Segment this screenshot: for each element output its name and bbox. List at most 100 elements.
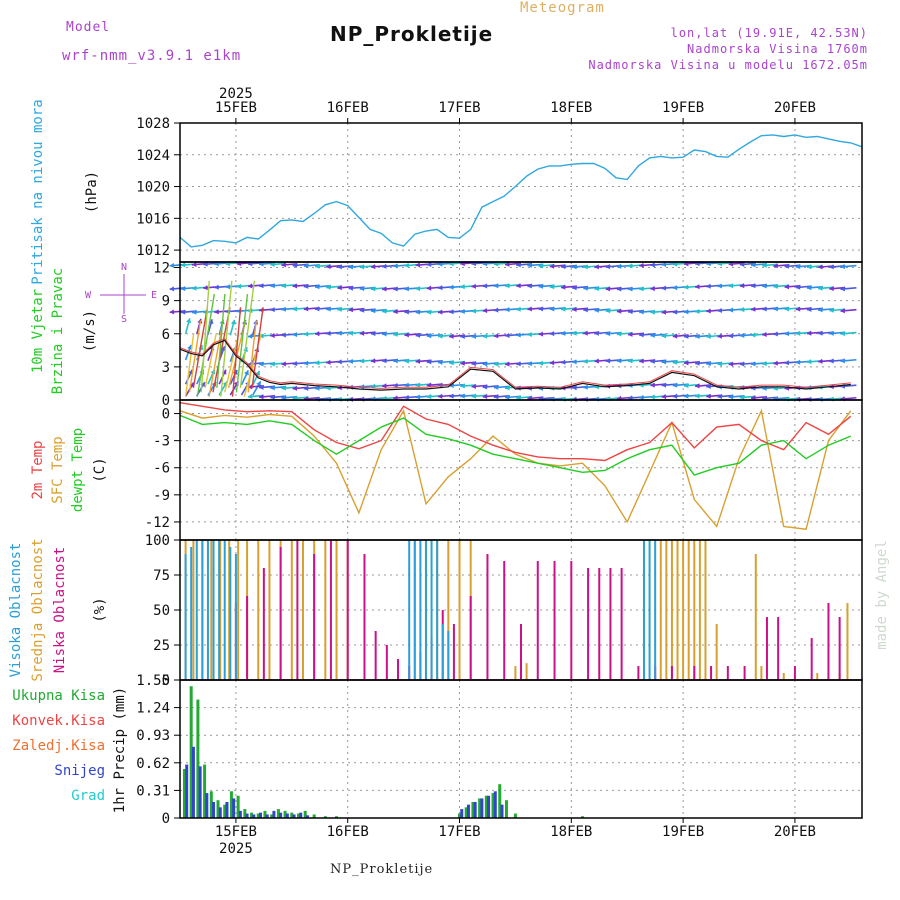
wind-arrow-head [426, 382, 432, 388]
wind-arrow-head [829, 330, 834, 336]
wind-arrow-head [169, 286, 175, 292]
wind-arrow-head [628, 309, 633, 315]
wind-arrow-head [505, 361, 510, 367]
wind-arrow [192, 307, 209, 388]
high-cloud-bar [654, 540, 657, 680]
high-cloud-bar [424, 540, 427, 680]
wind-arrow-head [292, 385, 298, 391]
wind-arrow-head [370, 308, 376, 314]
precip-unit-label: 1hr Precip (mm) [112, 687, 128, 813]
wind-arrow-head [270, 283, 275, 289]
total-precip-bar [464, 807, 468, 818]
wind-arrow-head [449, 284, 454, 290]
wind-arrow-head [806, 359, 812, 365]
wind-arrow-head [471, 393, 477, 399]
pressure-unit-label: (hPa) [84, 171, 100, 213]
wind-arrow-head [628, 331, 633, 337]
wind-arrow-head [628, 395, 633, 401]
total-precip-bar [484, 795, 488, 818]
snow-bar [191, 746, 195, 818]
wind-arrow-head [538, 331, 544, 337]
wind-arrow-head [404, 286, 409, 292]
wind-arrow-head [605, 330, 611, 337]
total-precip-bar [513, 813, 517, 818]
low-cloud-bar [246, 596, 249, 680]
wind-arrow-head [244, 370, 249, 376]
snow-bar [232, 798, 236, 818]
wind-arrow-head [348, 285, 354, 291]
snow-bar [500, 804, 504, 818]
wind-arrow-head [560, 284, 566, 290]
wind-arrow-head [359, 285, 365, 292]
wind-arrow-head [628, 263, 633, 269]
snow-bar [258, 812, 262, 818]
wind-arrow-head [337, 330, 342, 336]
wind-arrow-head [650, 332, 655, 338]
wind-arrow-head [538, 306, 544, 312]
wind-arrow-head [661, 309, 667, 315]
x-tick-label-top: 16FEB [327, 100, 369, 116]
wind-arrow-head [683, 393, 689, 399]
wind-arrow-head [840, 264, 845, 270]
wind-arrow-head [549, 360, 555, 366]
wind-arrow-head [616, 331, 622, 337]
low-cloud-bar [385, 645, 388, 680]
wind-arrow-head [572, 385, 577, 391]
low-cloud-bar [777, 617, 780, 680]
wind-arrow-head [762, 331, 767, 338]
pressure-line [179, 134, 863, 248]
wind-arrow-head [806, 306, 812, 312]
y-tick-label: 0 [162, 811, 170, 827]
wind-arrow-head [762, 361, 767, 367]
wind-arrow-head [751, 395, 756, 401]
wind-arrow-head [259, 361, 264, 367]
wind-arrow-head [706, 308, 711, 314]
wind-arrow-head [382, 286, 387, 292]
low-cloud-bar [536, 561, 539, 680]
x-tick-label-top: 15FEB [215, 100, 257, 116]
low-cloud-bar [710, 666, 713, 680]
wind-arrow-head [382, 331, 387, 337]
y-tick-label: 12 [153, 261, 170, 277]
snow-bar [305, 815, 309, 818]
low-cloud-bar [726, 666, 729, 680]
wind-arrow-head [426, 393, 432, 400]
wind-arrow-head [505, 283, 510, 289]
wind-arrow-head [270, 261, 275, 267]
mid-cloud-bar [458, 540, 461, 680]
wind-arrow-head [230, 319, 236, 325]
wind-arrow-head [829, 396, 834, 402]
model-label: Model [66, 20, 111, 35]
low-cloud-bar [486, 554, 489, 680]
y-tick-label: 1.55 [136, 673, 170, 689]
wind-ylabel: 10m Vjetar [30, 289, 46, 373]
wind-arrow-head [650, 309, 655, 315]
wind-arrow-head [538, 263, 544, 269]
wind-ylabel-sub: Brzina i Pravac [50, 268, 66, 394]
wind-arrow-head [806, 330, 812, 336]
wind-arrow-head [840, 286, 845, 292]
wind-arrow [220, 280, 233, 397]
compass-w: W [85, 290, 92, 301]
low-cloud-ylabel: Niska Oblacnost [52, 547, 68, 673]
wind-arrow-head [281, 361, 286, 367]
snow-bar [238, 810, 242, 818]
total-precip-bar [236, 795, 240, 818]
wind-arrow-head [616, 286, 622, 292]
wind-arrow-head [404, 394, 409, 401]
wind-arrow-head [382, 308, 387, 314]
low-cloud-bar [374, 631, 377, 680]
page-title: NP_Prokletije [330, 22, 494, 46]
watermark: made by Angel [874, 540, 890, 650]
high-cloud-bar [206, 540, 209, 680]
wind-arrow-head [281, 395, 286, 401]
low-cloud-bar [827, 603, 830, 680]
wind-arrow-head [247, 384, 253, 390]
wind-arrow-head [326, 263, 331, 270]
total-precip-bar [498, 784, 502, 818]
wind-arrow-head [672, 359, 678, 365]
wind-arrow-head [471, 383, 477, 389]
wind-arrow-head [829, 358, 834, 364]
wind-arrow-head [449, 360, 454, 366]
wind-arrow-head [672, 285, 678, 291]
